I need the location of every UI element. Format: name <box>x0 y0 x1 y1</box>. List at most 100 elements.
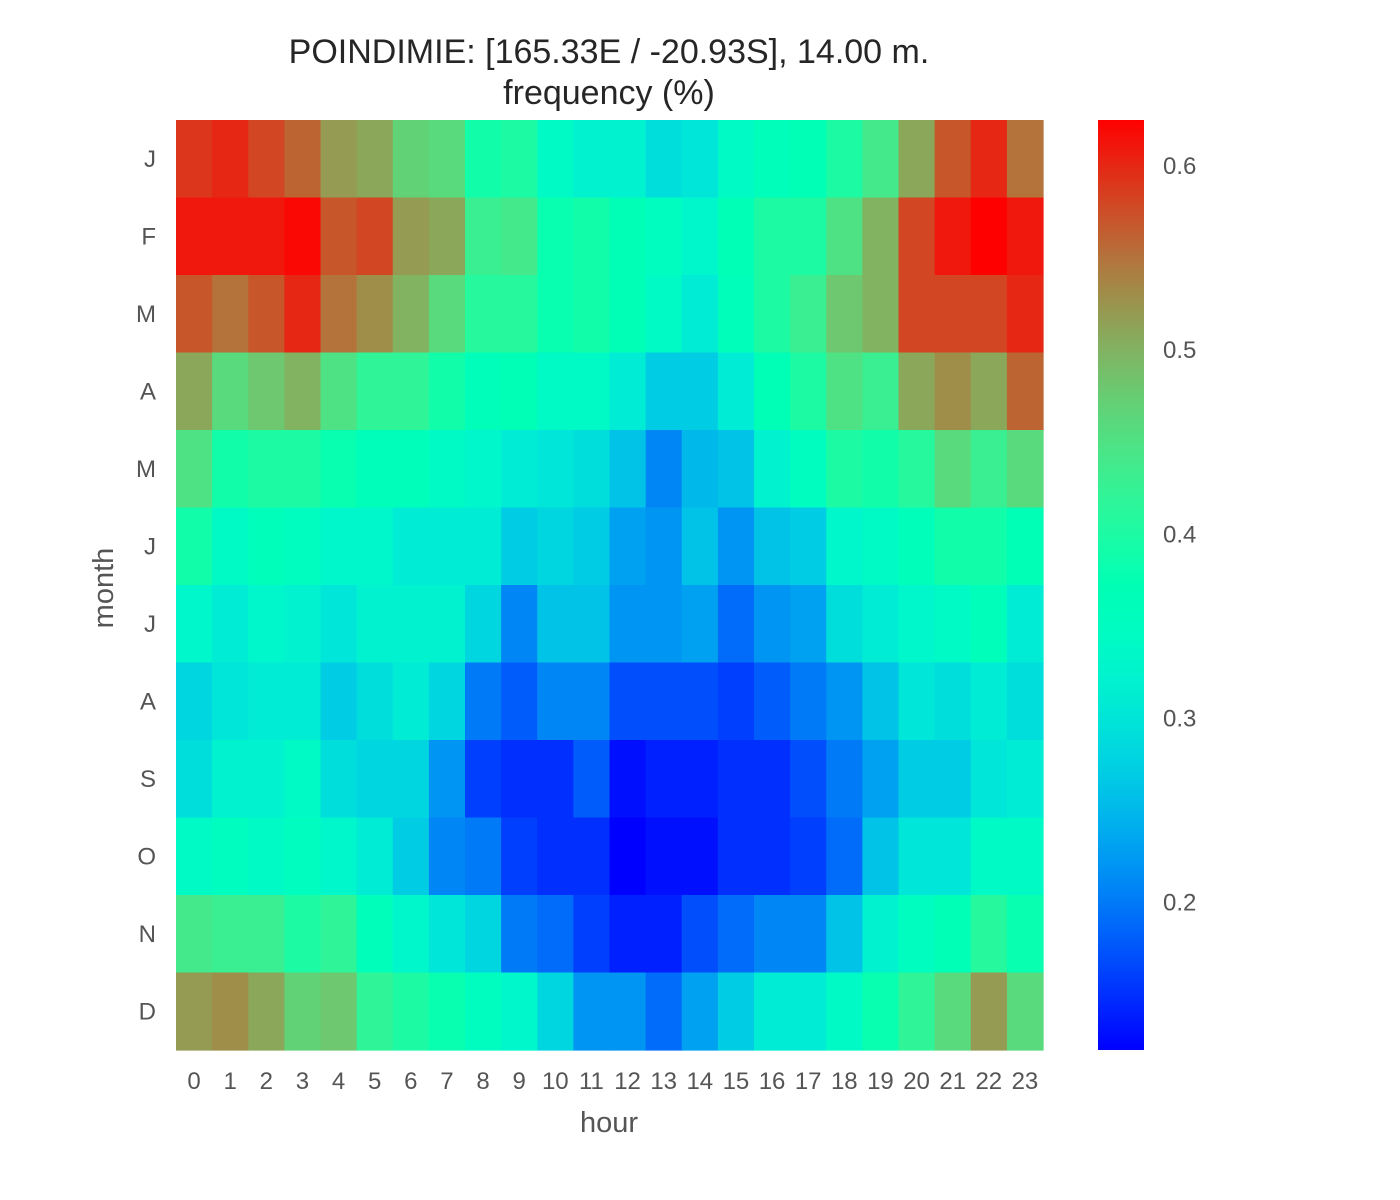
heatmap-cell <box>790 430 827 509</box>
heatmap-cell <box>609 352 647 431</box>
heatmap-cell <box>970 817 1008 896</box>
x-tick-label: 22 <box>975 1068 1002 1095</box>
heatmap-cell <box>537 895 574 974</box>
heatmap-cell <box>826 120 863 199</box>
heatmap-cell <box>248 662 285 741</box>
heatmap-cell <box>176 585 213 664</box>
heatmap-cell <box>717 972 755 1051</box>
heatmap-cell <box>681 507 719 586</box>
heatmap-cell <box>862 197 900 276</box>
heatmap-cell <box>573 972 611 1051</box>
heatmap-cell <box>1006 740 1044 819</box>
heatmap-cell <box>573 740 611 819</box>
colorbar-tick-label: 0.6 <box>1163 153 1196 180</box>
heatmap-cell <box>754 662 791 741</box>
heatmap-cell <box>356 817 394 896</box>
heatmap-cell <box>176 197 213 276</box>
x-tick-label: 21 <box>939 1068 966 1095</box>
heatmap-cell <box>392 740 430 819</box>
heatmap-cell <box>573 120 611 199</box>
heatmap-cell <box>970 662 1008 741</box>
colorbar-tick-label: 0.3 <box>1163 706 1196 733</box>
heatmap-cell <box>898 430 936 509</box>
heatmap-cell <box>465 585 502 664</box>
heatmap-cell <box>826 895 863 974</box>
heatmap-cell <box>573 197 611 276</box>
heatmap-cell <box>465 972 502 1051</box>
heatmap-cell <box>862 352 900 431</box>
heatmap-cell <box>826 817 863 896</box>
heatmap-cell <box>645 275 683 354</box>
heatmap-cell <box>1006 352 1044 431</box>
heatmap-cell <box>248 120 285 199</box>
heatmap-cell <box>428 120 466 199</box>
y-tick-label: D <box>139 998 156 1025</box>
heatmap-cell <box>248 585 285 664</box>
heatmap-cell <box>754 352 791 431</box>
heatmap-cell <box>465 740 502 819</box>
heatmap-cell <box>717 507 755 586</box>
heatmap-cell <box>609 662 647 741</box>
y-tick-label: M <box>136 301 156 328</box>
heatmap-cell <box>284 197 322 276</box>
heatmap-cell <box>356 740 394 819</box>
heatmap-cell <box>790 740 827 819</box>
heatmap-cell <box>681 120 719 199</box>
heatmap-cell <box>212 507 249 586</box>
heatmap-cell <box>428 275 466 354</box>
colorbar-tick-label: 0.2 <box>1163 890 1196 917</box>
heatmap-cell <box>790 972 827 1051</box>
heatmap-cell <box>826 507 863 586</box>
heatmap-cell <box>717 817 755 896</box>
heatmap-cell <box>320 120 358 199</box>
heatmap-cell <box>645 662 683 741</box>
heatmap-cell <box>465 352 502 431</box>
heatmap-cell <box>862 585 900 664</box>
heatmap-cell <box>898 817 936 896</box>
heatmap-cell <box>320 430 358 509</box>
x-tick-label: 9 <box>513 1068 526 1095</box>
heatmap-cell <box>790 275 827 354</box>
heatmap-cell <box>790 120 827 199</box>
heatmap-cell <box>790 895 827 974</box>
heatmap-cell <box>248 352 285 431</box>
heatmap-cell <box>970 352 1008 431</box>
heatmap-cell <box>754 120 791 199</box>
heatmap-cell <box>428 895 466 974</box>
heatmap-cell <box>176 352 213 431</box>
heatmap-cell <box>537 507 574 586</box>
heatmap-cell <box>501 662 538 741</box>
heatmap-cell <box>465 275 502 354</box>
heatmap-cell <box>248 197 285 276</box>
heatmap-cell <box>717 275 755 354</box>
heatmap-cell <box>356 507 394 586</box>
heatmap-cell <box>501 972 538 1051</box>
heatmap-cell <box>645 197 683 276</box>
x-tick-label: 12 <box>614 1068 641 1095</box>
heatmap-cell <box>1006 662 1044 741</box>
y-tick-label: A <box>140 688 156 715</box>
heatmap-cell <box>934 895 972 974</box>
y-axis-label: month <box>88 548 120 629</box>
heatmap-cell <box>212 352 249 431</box>
x-tick-label: 18 <box>831 1068 858 1095</box>
heatmap-cell <box>934 972 972 1051</box>
heatmap-cell <box>465 197 502 276</box>
heatmap-cell <box>970 430 1008 509</box>
heatmap-cell <box>392 507 430 586</box>
heatmap-cell <box>573 507 611 586</box>
heatmap-cell <box>934 740 972 819</box>
x-tick-label: 15 <box>723 1068 750 1095</box>
x-tick-label: 13 <box>650 1068 677 1095</box>
heatmap-cell <box>609 275 647 354</box>
heatmap-cell <box>609 120 647 199</box>
heatmap-cell <box>970 585 1008 664</box>
colorbar-tick-label: 0.5 <box>1163 337 1196 364</box>
heatmap-cell <box>717 120 755 199</box>
y-tick-label: M <box>136 456 156 483</box>
x-tick-labels: 0 1 2 3 4 5 6 7 8 9 10 11 12 13 14 15 16 17 18 19 20 21 22 23 <box>187 1068 1038 1095</box>
heatmap-cell <box>501 120 538 199</box>
heatmap-cell <box>934 662 972 741</box>
x-tick-label: 20 <box>903 1068 930 1095</box>
